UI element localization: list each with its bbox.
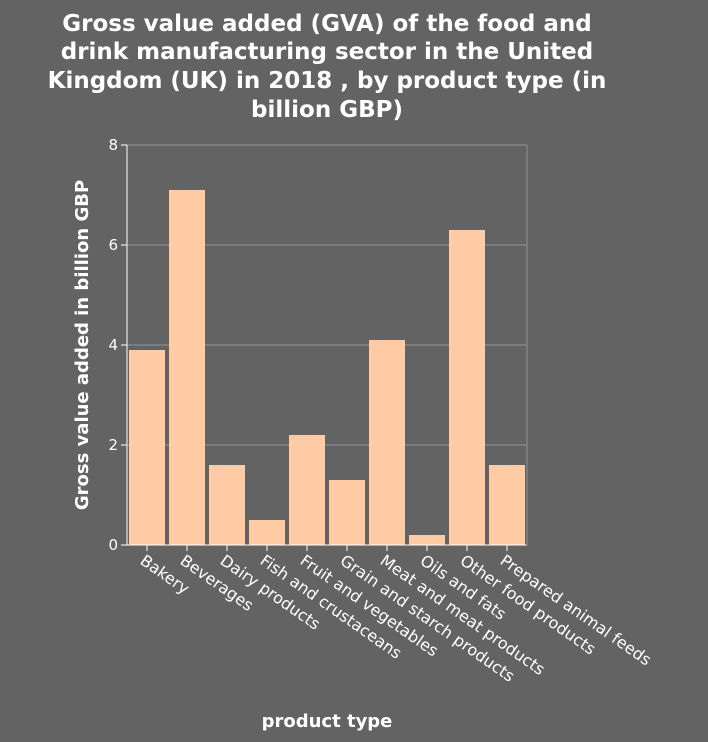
bar: [449, 230, 485, 545]
x-axis-title: product type: [262, 711, 393, 732]
y-tick-label: 0: [108, 536, 118, 554]
y-tick-label: 6: [108, 236, 118, 254]
bar: [169, 190, 205, 545]
chart-title-line: Gross value added (GVA) of the food and: [62, 11, 591, 37]
bar: [129, 350, 165, 545]
bar: [329, 480, 365, 545]
y-axis-ticks: 0 2 4 6 8: [108, 136, 127, 554]
chart-title-line: drink manufacturing sector in the United: [61, 39, 594, 65]
y-tick-label: 8: [108, 136, 118, 154]
bar: [489, 465, 525, 545]
bars: [129, 190, 525, 545]
y-axis-title: Gross value added in billion GBP: [72, 180, 93, 510]
bar: [289, 435, 325, 545]
y-tick-label: 4: [108, 336, 118, 354]
chart-title: Gross value added (GVA) of the food and …: [48, 11, 607, 123]
chart-title-line: billion GBP): [251, 97, 403, 123]
bar: [369, 340, 405, 545]
bar: [249, 520, 285, 545]
bar: [409, 535, 445, 545]
y-tick-label: 2: [108, 436, 118, 454]
bar: [209, 465, 245, 545]
chart-title-line: Kingdom (UK) in 2018 , by product type (…: [48, 68, 607, 94]
